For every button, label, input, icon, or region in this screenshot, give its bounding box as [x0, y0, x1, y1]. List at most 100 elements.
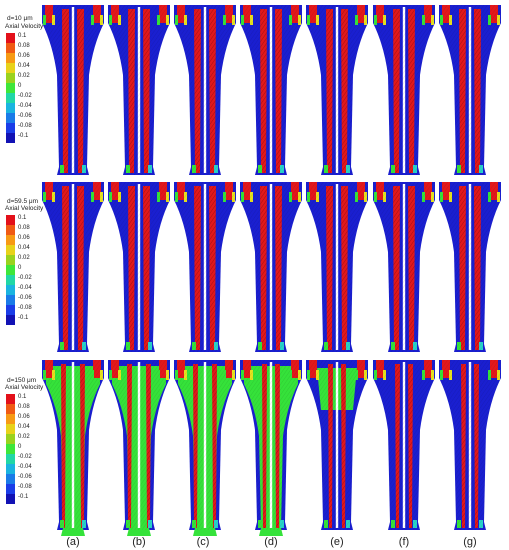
- colorbar-row-2: d=59.5 μm Axial Velocity 0.1 0.08 0.06 0.04…: [5, 198, 44, 325]
- vector-field-overlay: [306, 5, 368, 175]
- colorbar-tick-label: 0.04: [18, 63, 30, 69]
- colorbar-swatch: [6, 73, 15, 83]
- colorbar-swatch: [6, 444, 15, 454]
- colorbar-tick-label: 0.1: [18, 394, 27, 400]
- colorbar-swatch: [6, 285, 15, 295]
- colorbar-swatch: [6, 454, 15, 464]
- panel-row1-e: [306, 5, 368, 175]
- legend-title-row-1: Axial Velocity: [5, 23, 44, 30]
- vector-field-overlay: [42, 182, 104, 352]
- panel-row2-f: [373, 182, 435, 352]
- colorbar-swatch: [6, 315, 15, 325]
- vector-field-overlay: [240, 5, 302, 175]
- legend-title-row-3: Axial Velocity: [5, 384, 44, 391]
- panel-row3-d: [240, 360, 302, 536]
- colorbar-tick-label: -0.08: [18, 123, 32, 129]
- colorbar-swatch: [6, 43, 15, 53]
- colorbar-tick-label: 0: [18, 83, 22, 89]
- panel-row1-f: [373, 5, 435, 175]
- panel-row3-e: [306, 360, 368, 530]
- colorbar-swatch: [6, 33, 15, 43]
- panel-row2-d: [240, 182, 302, 352]
- legend-title-row-2: Axial Velocity: [5, 205, 44, 212]
- vector-field-overlay: [306, 360, 368, 530]
- colorbar-tick-label: -0.06: [18, 113, 32, 119]
- colorbar-swatch: [6, 424, 15, 434]
- vector-field-overlay: [240, 360, 302, 530]
- panel-row2-a: [42, 182, 104, 352]
- colorbar-tick-label: 0.08: [18, 404, 30, 410]
- panel-row2-g: [439, 182, 501, 352]
- panel-row2-c: [174, 182, 236, 352]
- colorbar-tick-label: -0.06: [18, 474, 32, 480]
- colorbar-tick-label: -0.1: [18, 315, 29, 321]
- colorbar-swatch: [6, 404, 15, 414]
- colorbar-tick-label: 0.06: [18, 53, 30, 59]
- colorbar-tick-label: 0.08: [18, 43, 30, 49]
- vector-field-overlay: [373, 5, 435, 175]
- colorbar-tick-label: 0.02: [18, 434, 30, 440]
- colorbar-swatches-row-3: 0.1 0.08 0.06 0.04 0.02 0 -0.02 -0.04 -0.06 -0.08…: [6, 394, 32, 504]
- colorbar-tick-label: -0.1: [18, 133, 29, 139]
- vector-field-overlay: [108, 360, 170, 530]
- diameter-label-row-1: d=10 μm: [7, 15, 33, 22]
- colorbar-swatch: [6, 474, 15, 484]
- colorbar-tick-label: 0: [18, 444, 22, 450]
- panel-label-a: (a): [66, 536, 79, 548]
- vector-field-overlay: [42, 5, 104, 175]
- colorbar-swatch: [6, 484, 15, 494]
- colorbar-tick-label: -0.06: [18, 295, 32, 301]
- colorbar-swatch: [6, 494, 15, 504]
- colorbar-tick-label: -0.1: [18, 494, 29, 500]
- colorbar-swatch: [6, 434, 15, 444]
- vector-field-overlay: [108, 5, 170, 175]
- panel-label-d: (d): [264, 536, 277, 548]
- panel-label-g: (g): [463, 536, 476, 548]
- colorbar-swatch: [6, 235, 15, 245]
- colorbar-tick-label: 0.04: [18, 424, 30, 430]
- colorbar-tick-label: -0.04: [18, 103, 32, 109]
- vector-field-overlay: [174, 360, 236, 530]
- colorbar-swatch: [6, 123, 15, 133]
- colorbar-swatch: [6, 63, 15, 73]
- colorbar-swatch: [6, 245, 15, 255]
- colorbar-swatch: [6, 305, 15, 315]
- vector-field-overlay: [373, 182, 435, 352]
- colorbar-tick-label: 0.02: [18, 73, 30, 79]
- colorbar-swatch: [6, 113, 15, 123]
- colorbar-swatches-row-2: 0.1 0.08 0.06 0.04 0.02 0 -0.02 -0.04 -0.06 -0.08…: [6, 215, 32, 325]
- vector-field-overlay: [306, 182, 368, 352]
- vector-field-overlay: [108, 182, 170, 352]
- vector-field-overlay: [373, 360, 435, 530]
- colorbar-tick-label: 0: [18, 265, 22, 271]
- colorbar-swatch: [6, 255, 15, 265]
- colorbar-tick-label: 0.1: [18, 215, 27, 221]
- colorbar-swatch: [6, 53, 15, 63]
- panel-row3-a: [42, 360, 104, 536]
- colorbar-row-1: d=10 μm Axial Velocity 0.1 0.08 0.06 0.04 0.…: [5, 15, 44, 143]
- diameter-label-row-2: d=59.5 μm: [7, 198, 38, 205]
- colorbar-tick-label: -0.02: [18, 93, 32, 99]
- vector-field-overlay: [439, 182, 501, 352]
- colorbar-tick-label: 0.1: [18, 33, 27, 39]
- colorbar-tick-label: -0.02: [18, 275, 32, 281]
- panel-row1-a: [42, 5, 104, 175]
- panel-row1-d: [240, 5, 302, 175]
- colorbar-swatch: [6, 215, 15, 225]
- colorbar-swatch: [6, 225, 15, 235]
- panel-row3-b: [108, 360, 170, 536]
- colorbar-tick-label: 0.04: [18, 245, 30, 251]
- colorbar-swatch: [6, 83, 15, 93]
- colorbar-tick-label: -0.04: [18, 464, 32, 470]
- panel-label-f: (f): [399, 536, 409, 548]
- panel-row2-e: [306, 182, 368, 352]
- panel-row1-b: [108, 5, 170, 175]
- colorbar-tick-label: -0.02: [18, 454, 32, 460]
- vector-field-overlay: [42, 360, 104, 530]
- diameter-label-row-3: d=150 μm: [7, 377, 36, 384]
- panel-row2-b: [108, 182, 170, 352]
- colorbar-swatch: [6, 464, 15, 474]
- colorbar-swatch: [6, 265, 15, 275]
- velocity-panels: [42, 5, 501, 536]
